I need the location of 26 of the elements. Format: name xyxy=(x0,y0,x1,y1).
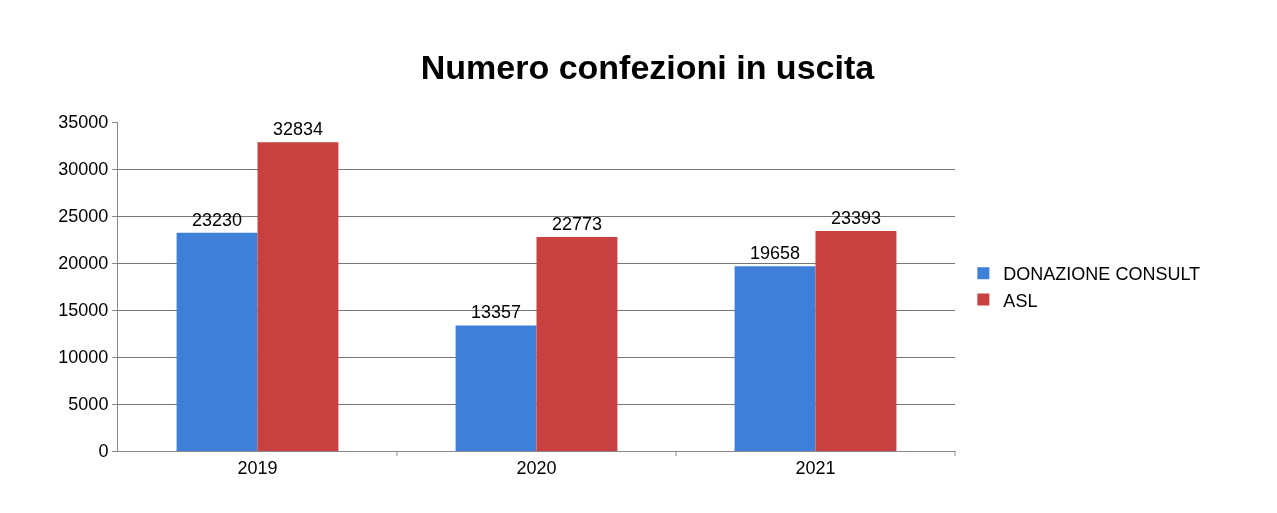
data-label: 13357 xyxy=(471,302,522,323)
y-tick-label: 15000 xyxy=(58,300,109,321)
legend-label: DONAZIONE CONSULT xyxy=(1003,264,1201,285)
x-tick-label: 2021 xyxy=(795,457,836,478)
bar xyxy=(536,236,618,451)
y-tick-label: 5000 xyxy=(68,394,109,415)
bar xyxy=(815,231,897,451)
bar xyxy=(176,232,258,451)
y-tick-label: 35000 xyxy=(58,112,109,133)
data-label: 23230 xyxy=(192,209,243,230)
chart-title: Numero confezioni in uscita xyxy=(420,47,876,86)
legend-label: ASL xyxy=(1003,290,1038,311)
y-tick-label: 20000 xyxy=(58,253,109,274)
data-label: 22773 xyxy=(551,213,602,234)
y-tick-label: 0 xyxy=(98,441,109,462)
x-tick-label: 2020 xyxy=(516,457,557,478)
data-label: 19658 xyxy=(750,243,801,264)
bar xyxy=(455,325,537,451)
bar xyxy=(257,142,339,451)
bar xyxy=(734,266,816,451)
x-tick-label: 2019 xyxy=(237,457,278,478)
y-tick-label: 10000 xyxy=(58,347,109,368)
data-label: 32834 xyxy=(272,119,323,140)
y-tick-label: 30000 xyxy=(58,159,109,180)
data-label: 23393 xyxy=(830,208,881,229)
y-tick-label: 25000 xyxy=(58,206,109,227)
